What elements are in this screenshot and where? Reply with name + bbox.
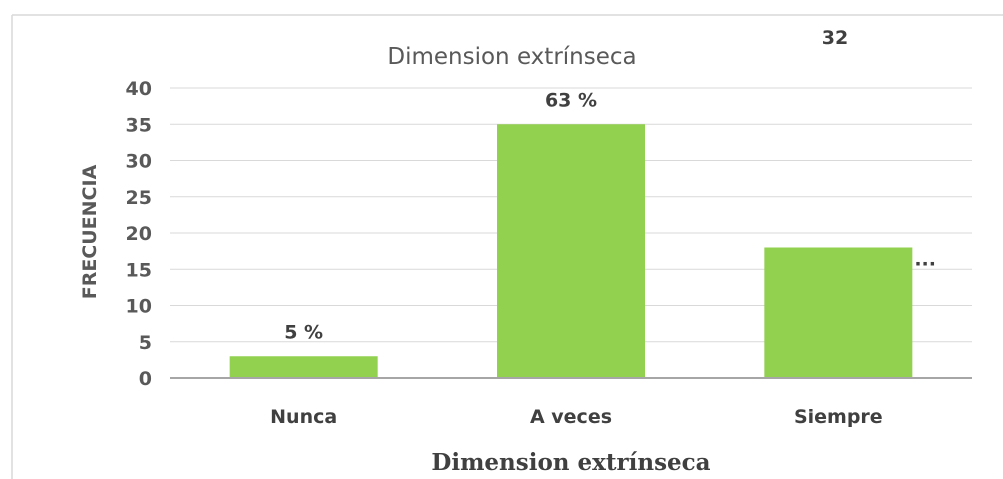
chart-title: Dimension extrínseca [387, 44, 636, 70]
y-tick-label: 15 [126, 259, 152, 281]
x-tick-label: Siempre [794, 406, 883, 428]
bar [229, 356, 378, 378]
bar [497, 124, 645, 378]
x-axis-title: Dimension extrínseca [431, 449, 710, 476]
y-tick-label: 40 [126, 78, 152, 100]
data-label: 63 % [545, 89, 597, 111]
y-tick-label: 5 [139, 332, 152, 354]
y-axis-title: FRECUENCIA [79, 164, 101, 299]
x-tick-label: Nunca [270, 406, 337, 428]
data-label: ... [914, 249, 936, 271]
y-tick-label: 35 [126, 114, 152, 136]
bars [229, 124, 913, 378]
x-tick-label: A veces [530, 406, 612, 428]
y-axis-ticks: 0 5 10 15 20 25 30 35 40 [126, 78, 152, 390]
data-label: 5 % [284, 321, 323, 343]
corner-annotation: 32 [822, 27, 848, 49]
y-tick-label: 0 [139, 368, 152, 390]
x-axis-categories: Nunca A veces Siempre [270, 406, 883, 428]
y-tick-label: 30 [126, 151, 152, 173]
data-labels: 5 % 63 %... [284, 89, 936, 343]
y-tick-label: 10 [126, 296, 152, 318]
y-tick-label: 25 [126, 187, 152, 209]
bar [764, 247, 913, 378]
y-tick-label: 20 [126, 223, 152, 245]
